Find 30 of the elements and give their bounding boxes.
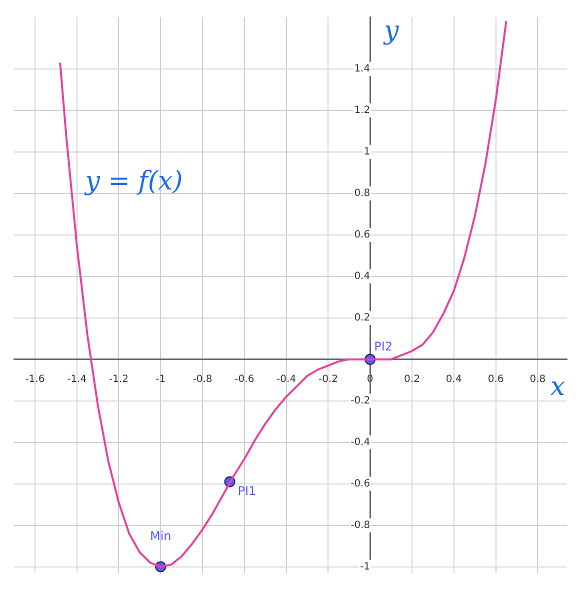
x-tick-label: -1.4 <box>67 374 87 385</box>
y-tick-label: -0.8 <box>350 520 370 531</box>
y-tick-label: -0.6 <box>350 478 370 490</box>
y-tick-label: -0.2 <box>350 395 370 406</box>
y-tick-label: 0.4 <box>354 270 370 282</box>
x-tick-label: -0.8 <box>192 374 212 385</box>
y-tick-label: 1 <box>364 146 370 158</box>
y-tick-label: 1.4 <box>354 63 370 74</box>
y-tick-label: 0.8 <box>354 188 370 199</box>
x-tick-label: -0.4 <box>276 374 296 385</box>
x-axis-title: x <box>550 372 566 402</box>
x-tick-label: 0.8 <box>530 374 546 385</box>
annotation: PI1 <box>238 484 256 498</box>
y-tick-label: -1 <box>360 561 370 572</box>
y-tick-label: 0.2 <box>354 312 370 324</box>
y-tick-label: 0.6 <box>354 229 370 240</box>
x-tick-label: -1 <box>156 374 166 385</box>
x-tick-label: -0.2 <box>318 374 338 385</box>
y-tick-label: -0.4 <box>350 436 370 448</box>
x-tick-label: 0.4 <box>446 374 462 385</box>
x-tick-label: -1.2 <box>108 374 128 385</box>
y-axis-title: y <box>383 16 400 46</box>
x-tick-label: -1.6 <box>25 374 45 385</box>
annotation: Min <box>150 528 172 543</box>
x-tick-label: 0.6 <box>488 374 504 385</box>
x-tick-label: 0.2 <box>404 374 420 385</box>
x-tick-label: -0.6 <box>234 374 254 385</box>
annotation: y = f(x) <box>84 166 183 197</box>
annotation: PI2 <box>374 339 393 354</box>
y-tick-label: 1.2 <box>354 104 370 116</box>
